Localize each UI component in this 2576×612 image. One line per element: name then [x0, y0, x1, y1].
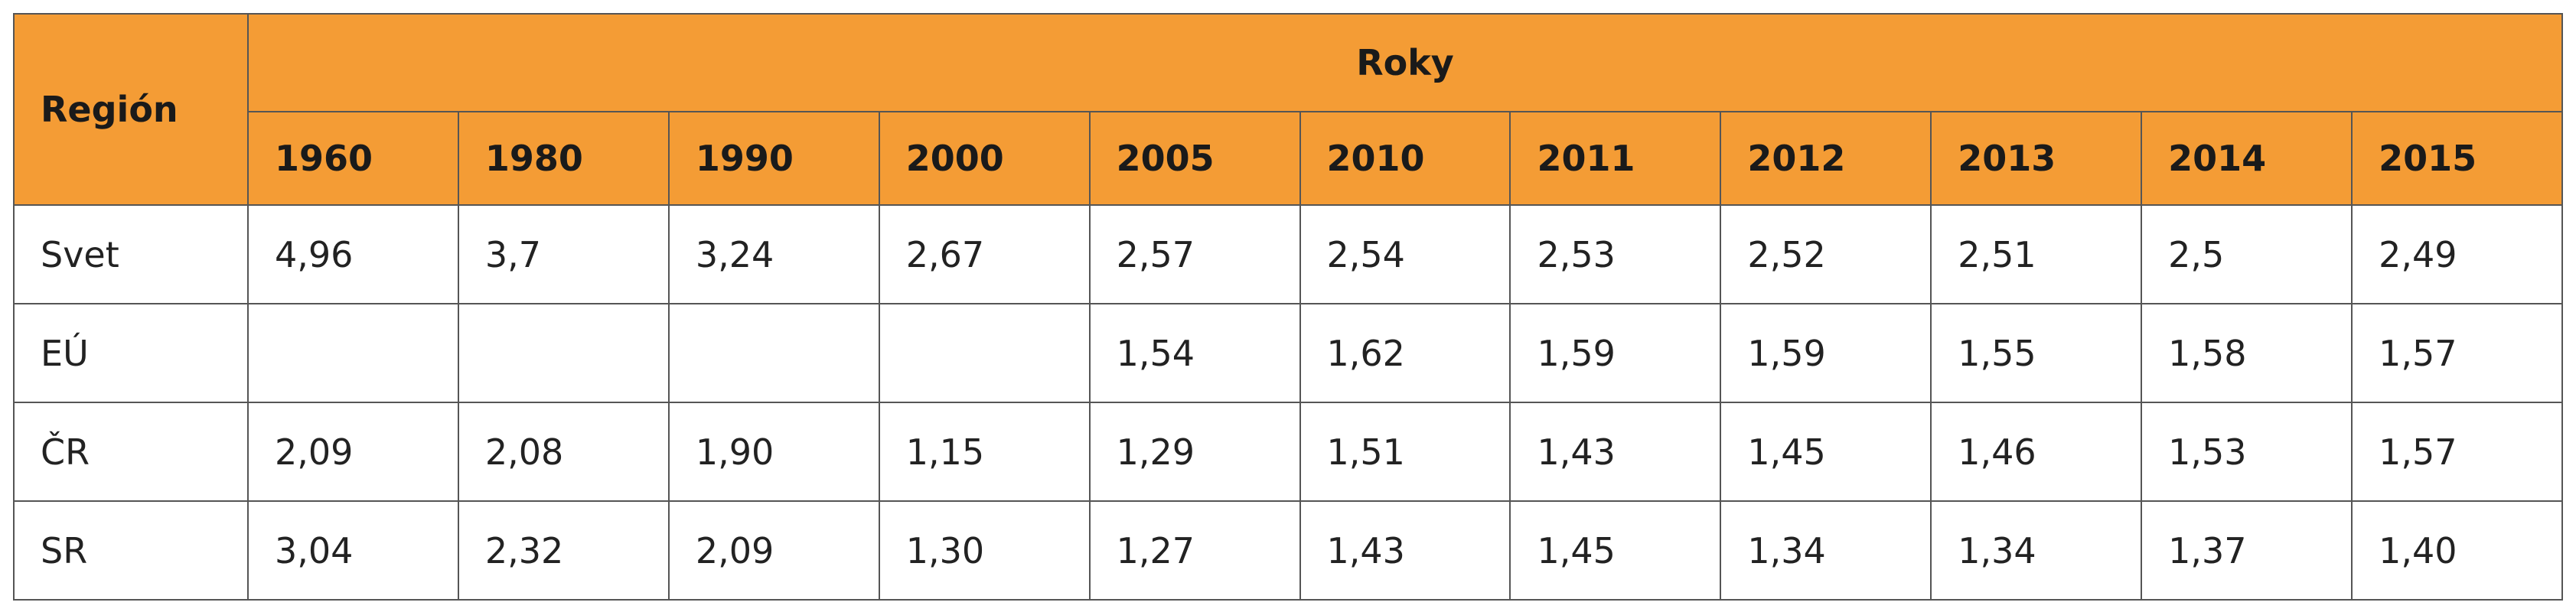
- group-header: Roky: [247, 13, 2563, 112]
- value-cell: 2,49: [2351, 204, 2563, 304]
- region-cell: EÚ: [13, 303, 249, 403]
- value-cell: 2,08: [457, 402, 670, 502]
- value-cell: 3,7: [457, 204, 670, 304]
- year-header: 2012: [1720, 111, 1932, 206]
- region-cell: Svet: [13, 204, 249, 304]
- year-header: 2014: [2141, 111, 2353, 206]
- value-cell: 1,15: [878, 402, 1091, 502]
- value-cell: 1,53: [2141, 402, 2353, 502]
- value-cell: 1,34: [1930, 500, 2143, 601]
- header-row: Región Roky: [13, 13, 2563, 206]
- table-header: Región Roky 1960 1980 1990 2000 2005 2010 2011…: [13, 13, 2563, 206]
- empty-cell: [457, 303, 670, 403]
- year-header: 2015: [2351, 111, 2563, 206]
- value-cell: 1,45: [1720, 402, 1932, 502]
- value-cell: 3,24: [667, 204, 880, 304]
- value-cell: 2,5: [2141, 204, 2353, 304]
- value-cell: 1,55: [1930, 303, 2143, 403]
- year-header: 2013: [1930, 111, 2143, 206]
- value-cell: 1,90: [667, 402, 880, 502]
- value-cell: 1,54: [1088, 303, 1301, 403]
- value-cell: 1,59: [1720, 303, 1932, 403]
- value-cell: 1,45: [1509, 500, 1722, 601]
- empty-cell: [878, 303, 1091, 403]
- value-cell: 1,57: [2351, 303, 2563, 403]
- value-cell: 1,58: [2141, 303, 2353, 403]
- value-cell: 1,43: [1299, 500, 1511, 601]
- year-header: 2011: [1509, 111, 1722, 206]
- value-cell: 1,37: [2141, 500, 2353, 601]
- value-cell: 3,04: [247, 500, 459, 601]
- year-header: 1960: [247, 111, 459, 206]
- region-header: Región: [13, 13, 249, 206]
- year-row: 1960 1980 1990 2000 2005 2010 2011 2012 2013 2014…: [14, 111, 2563, 206]
- value-cell: 2,67: [878, 204, 1091, 304]
- value-cell: 1,29: [1088, 402, 1301, 502]
- region-cell: ČR: [13, 402, 249, 502]
- year-header: 1990: [667, 111, 880, 206]
- year-header: 2010: [1299, 111, 1511, 206]
- table-body: Svet 4,96 3,7 3,24 2,67 2,57 2,54 2,53 2,52 2,51 2…: [13, 204, 2563, 601]
- region-cell: SR: [13, 500, 249, 601]
- value-cell: 2,52: [1720, 204, 1932, 304]
- value-cell: 2,09: [247, 402, 459, 502]
- empty-cell: [667, 303, 880, 403]
- value-cell: 2,09: [667, 500, 880, 601]
- year-header: 1980: [457, 111, 670, 206]
- value-cell: 2,57: [1088, 204, 1301, 304]
- value-cell: 1,51: [1299, 402, 1511, 502]
- value-cell: 1,27: [1088, 500, 1301, 601]
- year-header: 2005: [1088, 111, 1301, 206]
- value-cell: 1,30: [878, 500, 1091, 601]
- data-table: Región Roky 1960 1980 1990 2000 2005 2010 2011…: [13, 13, 2563, 601]
- empty-cell: [247, 303, 459, 403]
- value-cell: 1,34: [1720, 500, 1932, 601]
- value-cell: 1,57: [2351, 402, 2563, 502]
- value-cell: 1,59: [1509, 303, 1722, 403]
- value-cell: 2,51: [1930, 204, 2143, 304]
- value-cell: 1,62: [1299, 303, 1511, 403]
- data-row: ČR 2,09 2,08 1,90 1,15 1,29 1,51 1,43 1,45 1,46 1,…: [13, 402, 2563, 502]
- year-header: 2000: [878, 111, 1091, 206]
- data-row: Svet 4,96 3,7 3,24 2,67 2,57 2,54 2,53 2,52 2,51 2…: [13, 204, 2563, 304]
- value-cell: 2,32: [457, 500, 670, 601]
- data-row: EÚ 1,54 1,62 1,59 1,59 1,55 1,58 1,57: [13, 303, 2563, 403]
- value-cell: 2,54: [1299, 204, 1511, 304]
- value-cell: 1,46: [1930, 402, 2143, 502]
- value-cell: 2,53: [1509, 204, 1722, 304]
- value-cell: 4,96: [247, 204, 459, 304]
- value-cell: 1,43: [1509, 402, 1722, 502]
- value-cell: 1,40: [2351, 500, 2563, 601]
- data-row: SR 3,04 2,32 2,09 1,30 1,27 1,43 1,45 1,34 1,34 1,…: [13, 500, 2563, 601]
